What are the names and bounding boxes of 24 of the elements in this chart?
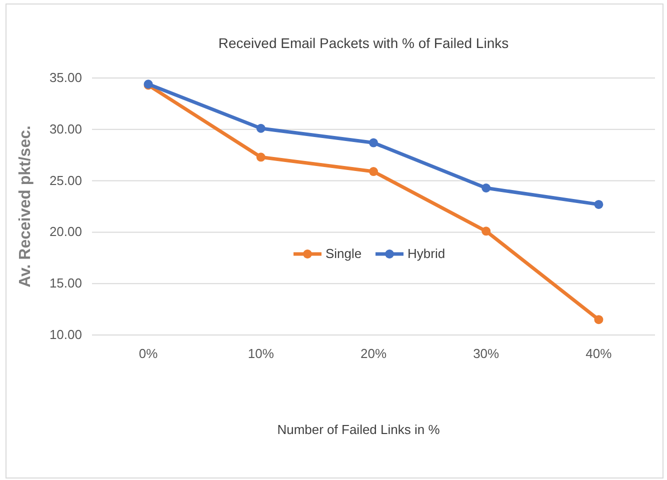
legend-label: Hybrid bbox=[408, 246, 446, 261]
point bbox=[594, 315, 604, 324]
point bbox=[482, 226, 491, 236]
point bbox=[369, 167, 378, 176]
x-tick-label: 0% bbox=[138, 346, 158, 361]
x-axis-title: Number of Failed Links in % bbox=[277, 422, 440, 437]
x-tick-label: 20% bbox=[360, 346, 387, 361]
point bbox=[256, 124, 266, 133]
chart-title: Received Email Packets with % of Failed Links bbox=[218, 35, 509, 51]
y-tick-label: 10.00 bbox=[49, 327, 82, 342]
point bbox=[482, 183, 491, 192]
point bbox=[256, 152, 266, 162]
y-axis-title: Av. Received pkt/sec. bbox=[17, 126, 34, 288]
y-tick-label: 15.00 bbox=[49, 276, 82, 291]
y-tick-label: 30.00 bbox=[49, 121, 82, 136]
legend-label: Single bbox=[326, 246, 362, 261]
point bbox=[369, 138, 378, 148]
x-tick-label: 10% bbox=[248, 346, 274, 361]
y-tick-label: 20.00 bbox=[49, 224, 82, 240]
y-tick-label: 25.00 bbox=[49, 172, 82, 188]
x-tick-label: 40% bbox=[586, 346, 612, 361]
point bbox=[594, 200, 604, 209]
y-tick-label: 35.00 bbox=[49, 70, 82, 85]
x-tick-label: 30% bbox=[473, 346, 500, 361]
